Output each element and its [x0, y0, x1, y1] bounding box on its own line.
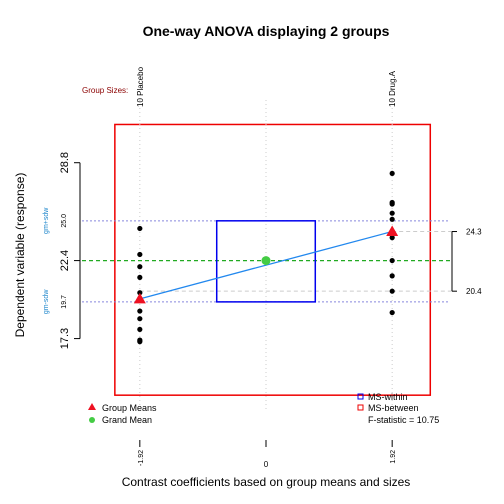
group-mean-marker-1 — [386, 225, 399, 237]
legend-group-means-marker — [88, 403, 96, 410]
legend-f-statistic-label: F-statistic = 10.75 — [368, 415, 439, 425]
ms-between-box — [114, 123, 432, 396]
data-point-g0-10 — [137, 225, 143, 232]
data-point-g1-9 — [389, 170, 395, 177]
data-point-g1-5 — [389, 216, 395, 222]
y-axis-label: Dependent variable (response) — [13, 173, 27, 338]
data-point-g0-3 — [137, 316, 143, 322]
x-tick-label-1: 1.92 — [390, 450, 397, 464]
legend-ms-between-label: MS-between — [368, 403, 419, 413]
group-sizes-label: Group Sizes: — [82, 86, 128, 95]
grand-mean-marker — [261, 256, 271, 266]
data-point-g1-2 — [389, 273, 395, 279]
gm-plus-sdw-label: gm+sdw — [43, 207, 50, 234]
x-axis-label: Contrast coefficients based on group mea… — [122, 475, 411, 489]
data-point-g0-8 — [137, 264, 143, 270]
y-tick-label-0: 17.3 — [59, 328, 71, 349]
data-point-g0-4 — [137, 308, 143, 314]
sd-upper-value-label: 25.0 — [61, 214, 68, 228]
chart-title: One-way ANOVA displaying 2 groups — [143, 23, 390, 39]
y-tick-label-2: 28.8 — [59, 152, 71, 173]
data-point-g0-9 — [137, 251, 143, 258]
right-axis-label-upper: 24.3 — [466, 228, 482, 237]
data-point-g1-0 — [389, 309, 395, 316]
y-tick-label-1: 22.4 — [59, 250, 71, 271]
group-mean-line — [139, 230, 393, 300]
legend-group-means-label: Group Means — [102, 403, 157, 413]
data-point-g1-1 — [389, 288, 395, 294]
data-point-g0-1 — [137, 337, 143, 343]
gm-minus-sdw-label: gm-sdw — [43, 289, 50, 314]
right-axis-label-lower: 20.4 — [466, 287, 482, 296]
legend-grand-mean-label: Grand Mean — [102, 415, 152, 425]
group-mean-marker-0 — [133, 292, 146, 304]
group-size-label-1: 10 Drug.A — [388, 70, 397, 107]
x-center-tick-label: 0 — [264, 460, 269, 469]
x-tick-label-0: -1.92 — [138, 450, 145, 466]
ms-within-box — [215, 220, 317, 303]
data-point-g1-6 — [389, 210, 395, 216]
legend-ms-within-marker — [357, 393, 364, 400]
group-size-label-0: 10 Placebo — [136, 66, 145, 107]
data-point-g1-4 — [389, 235, 395, 241]
legend-grand-mean-marker — [89, 417, 95, 423]
data-point-g0-2 — [137, 326, 143, 333]
data-point-g0-7 — [137, 274, 143, 281]
legend-ms-within-label: MS-within — [368, 392, 408, 402]
data-point-g1-3 — [389, 257, 395, 264]
sd-lower-value-label: 19.7 — [61, 295, 68, 309]
data-point-g1-8 — [389, 199, 395, 206]
legend-ms-between-marker — [357, 404, 364, 411]
data-point-g0-6 — [137, 290, 143, 296]
